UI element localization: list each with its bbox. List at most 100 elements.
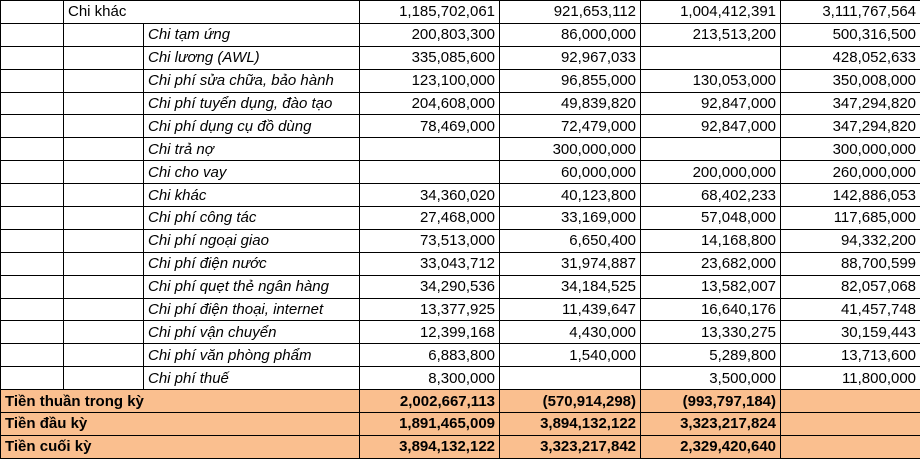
value-cell[interactable] bbox=[780, 389, 920, 414]
empty-cell[interactable] bbox=[63, 343, 144, 368]
empty-cell[interactable] bbox=[0, 22, 64, 47]
row-label-cell[interactable]: Chi trả nợ bbox=[142, 137, 361, 162]
empty-cell[interactable] bbox=[63, 160, 144, 185]
value-cell[interactable] bbox=[640, 45, 782, 70]
value-cell[interactable]: 123,100,000 bbox=[359, 68, 501, 93]
value-cell[interactable]: 2,329,420,640 bbox=[640, 434, 782, 459]
value-cell[interactable]: 27,468,000 bbox=[359, 206, 501, 230]
empty-cell[interactable] bbox=[0, 206, 64, 230]
value-cell[interactable]: 213,513,200 bbox=[640, 22, 782, 47]
value-cell[interactable]: 23,682,000 bbox=[640, 251, 782, 276]
empty-cell[interactable] bbox=[0, 297, 64, 322]
row-label-cell[interactable]: Chi phí tuyển dụng, đào tạo bbox=[142, 91, 361, 116]
value-cell[interactable]: 3,500,000 bbox=[640, 366, 782, 391]
value-cell[interactable]: 60,000,000 bbox=[499, 160, 642, 185]
empty-cell[interactable] bbox=[0, 343, 64, 368]
value-cell[interactable] bbox=[359, 160, 501, 185]
value-cell[interactable]: 33,043,712 bbox=[359, 251, 501, 276]
value-cell[interactable]: 94,332,200 bbox=[780, 228, 920, 253]
empty-cell[interactable] bbox=[63, 22, 144, 47]
value-cell[interactable]: 3,323,217,824 bbox=[640, 412, 782, 436]
value-cell[interactable]: 96,855,000 bbox=[499, 68, 642, 93]
value-cell[interactable]: 500,316,500 bbox=[780, 22, 920, 47]
group-label-cell[interactable]: Chi khác bbox=[62, 0, 361, 24]
value-cell[interactable] bbox=[780, 412, 920, 436]
empty-cell[interactable] bbox=[0, 274, 64, 299]
row-label-cell[interactable]: Chi tạm ứng bbox=[142, 22, 361, 47]
empty-cell[interactable] bbox=[63, 228, 144, 253]
row-label-cell[interactable]: Chi phí vận chuyển bbox=[142, 320, 361, 345]
value-cell[interactable]: 12,399,168 bbox=[359, 320, 501, 345]
value-cell[interactable]: 350,008,000 bbox=[780, 68, 920, 93]
row-label-cell[interactable]: Chi phí thuế bbox=[142, 366, 361, 391]
value-cell[interactable]: 57,048,000 bbox=[640, 206, 782, 230]
empty-cell[interactable] bbox=[63, 297, 144, 322]
empty-cell[interactable] bbox=[63, 206, 144, 230]
value-cell[interactable]: 2,002,667,113 bbox=[359, 389, 501, 414]
value-cell[interactable]: 13,377,925 bbox=[359, 297, 501, 322]
value-cell[interactable]: 92,967,033 bbox=[499, 45, 642, 70]
value-cell[interactable]: 31,974,887 bbox=[499, 251, 642, 276]
value-cell[interactable]: (570,914,298) bbox=[499, 389, 642, 414]
empty-cell[interactable] bbox=[63, 251, 144, 276]
value-cell[interactable]: 34,290,536 bbox=[359, 274, 501, 299]
value-cell[interactable]: 40,123,800 bbox=[499, 183, 642, 208]
row-label-cell[interactable]: Chi phí quẹt thẻ ngân hàng bbox=[142, 274, 361, 299]
row-label-cell[interactable]: Chi phí điện thoại, internet bbox=[142, 297, 361, 322]
value-cell[interactable]: 200,803,300 bbox=[359, 22, 501, 47]
value-cell[interactable]: 14,168,800 bbox=[640, 228, 782, 253]
value-cell[interactable]: 3,894,132,122 bbox=[359, 434, 501, 459]
summary-label-cell[interactable]: Tiền thuần trong kỳ bbox=[0, 389, 361, 414]
value-cell[interactable] bbox=[499, 366, 642, 391]
value-cell[interactable]: 34,360,020 bbox=[359, 183, 501, 208]
empty-cell[interactable] bbox=[63, 274, 144, 299]
value-cell[interactable]: 260,000,000 bbox=[780, 160, 920, 185]
value-cell[interactable]: 347,294,820 bbox=[780, 114, 920, 139]
value-cell[interactable]: 82,057,068 bbox=[780, 274, 920, 299]
value-cell[interactable]: 13,713,600 bbox=[780, 343, 920, 368]
value-cell[interactable]: 5,289,800 bbox=[640, 343, 782, 368]
empty-cell[interactable] bbox=[63, 114, 144, 139]
value-cell[interactable]: 88,700,599 bbox=[780, 251, 920, 276]
value-cell[interactable]: 300,000,000 bbox=[780, 137, 920, 162]
empty-cell[interactable] bbox=[63, 320, 144, 345]
value-cell[interactable] bbox=[780, 434, 920, 459]
value-cell[interactable]: 11,439,647 bbox=[499, 297, 642, 322]
value-cell[interactable]: 1,540,000 bbox=[499, 343, 642, 368]
value-cell[interactable]: 428,052,633 bbox=[780, 45, 920, 70]
value-cell[interactable]: 86,000,000 bbox=[499, 22, 642, 47]
empty-cell[interactable] bbox=[63, 366, 144, 391]
value-cell[interactable]: 92,847,000 bbox=[640, 91, 782, 116]
empty-cell[interactable] bbox=[0, 114, 64, 139]
empty-cell[interactable] bbox=[0, 91, 64, 116]
value-cell[interactable]: 1,891,465,009 bbox=[359, 412, 501, 436]
value-cell[interactable] bbox=[359, 137, 501, 162]
value-cell[interactable] bbox=[640, 137, 782, 162]
value-cell[interactable]: 16,640,176 bbox=[640, 297, 782, 322]
value-cell[interactable]: 117,685,000 bbox=[780, 206, 920, 230]
value-cell[interactable]: 6,650,400 bbox=[499, 228, 642, 253]
row-label-cell[interactable]: Chi cho vay bbox=[142, 160, 361, 185]
value-cell[interactable]: 41,457,748 bbox=[780, 297, 920, 322]
value-cell[interactable]: 347,294,820 bbox=[780, 91, 920, 116]
value-cell[interactable]: 11,800,000 bbox=[780, 366, 920, 391]
empty-cell[interactable] bbox=[0, 68, 64, 93]
value-cell[interactable]: 8,300,000 bbox=[359, 366, 501, 391]
empty-cell[interactable] bbox=[0, 0, 64, 24]
value-cell[interactable]: 3,111,767,564 bbox=[780, 0, 920, 24]
row-label-cell[interactable]: Chi phí điện nước bbox=[142, 251, 361, 276]
value-cell[interactable]: 13,330,275 bbox=[640, 320, 782, 345]
summary-label-cell[interactable]: Tiền đầu kỳ bbox=[0, 412, 361, 436]
value-cell[interactable]: 13,582,007 bbox=[640, 274, 782, 299]
empty-cell[interactable] bbox=[0, 366, 64, 391]
value-cell[interactable]: 4,430,000 bbox=[499, 320, 642, 345]
empty-cell[interactable] bbox=[0, 45, 64, 70]
row-label-cell[interactable]: Chi phí văn phòng phẩm bbox=[142, 343, 361, 368]
value-cell[interactable]: 1,185,702,061 bbox=[359, 0, 501, 24]
value-cell[interactable]: 68,402,233 bbox=[640, 183, 782, 208]
row-label-cell[interactable]: Chi phí dụng cụ đồ dùng bbox=[142, 114, 361, 139]
empty-cell[interactable] bbox=[0, 251, 64, 276]
row-label-cell[interactable]: Chi phí sửa chữa, bảo hành bbox=[142, 68, 361, 93]
value-cell[interactable]: 78,469,000 bbox=[359, 114, 501, 139]
value-cell[interactable]: 130,053,000 bbox=[640, 68, 782, 93]
